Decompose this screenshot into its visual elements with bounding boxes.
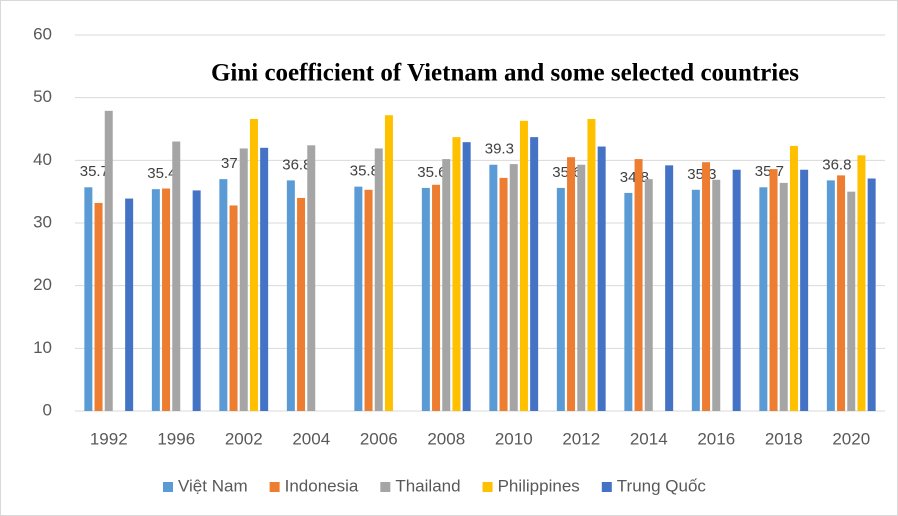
x-tick-label: 2012 — [562, 429, 600, 448]
bar — [644, 179, 653, 411]
y-tick-label: 60 — [33, 24, 52, 43]
legend-label: Thailand — [395, 476, 460, 495]
bar — [354, 186, 363, 411]
bar — [769, 169, 778, 411]
x-tick-label: 2014 — [630, 429, 668, 448]
bar — [192, 190, 201, 411]
legend-label: Việt Nam — [178, 476, 248, 495]
legend-swatch — [482, 482, 493, 492]
bar — [634, 159, 643, 411]
bar — [249, 118, 258, 412]
bar — [172, 141, 181, 412]
data-label: 37 — [221, 155, 238, 172]
x-tick-label: 1992 — [90, 429, 128, 448]
bar — [556, 187, 565, 411]
bar — [384, 115, 393, 412]
bar — [94, 202, 103, 411]
bar — [826, 180, 835, 411]
bar — [219, 179, 228, 411]
data-label: 35.7 — [755, 163, 784, 180]
y-tick-label: 40 — [33, 150, 52, 169]
x-tick-label: 2004 — [292, 429, 330, 448]
data-label: 34.8 — [620, 169, 649, 186]
bar — [597, 146, 606, 411]
data-label: 35.6 — [552, 164, 581, 181]
data-label: 39.3 — [485, 141, 514, 158]
bar — [452, 137, 461, 411]
bar — [867, 178, 876, 411]
bar — [691, 189, 700, 411]
bar — [837, 175, 846, 411]
bar — [665, 165, 674, 411]
bar — [509, 164, 518, 411]
bar — [162, 188, 171, 411]
data-label: 36.8 — [282, 156, 311, 173]
bar — [779, 182, 788, 411]
bar — [84, 187, 93, 411]
bar — [800, 169, 809, 411]
data-label: 35.4 — [147, 165, 176, 182]
legend-swatch — [269, 482, 280, 492]
bar — [307, 145, 316, 411]
data-label: 35.8 — [350, 163, 379, 180]
bar — [759, 187, 768, 411]
y-tick-label: 20 — [33, 275, 52, 294]
bar — [702, 162, 711, 411]
bar — [624, 192, 633, 411]
x-tick-label: 2008 — [427, 429, 465, 448]
bar — [229, 205, 238, 411]
bar — [567, 157, 576, 411]
legend-swatch — [601, 482, 612, 492]
bar — [732, 169, 741, 411]
bar — [499, 177, 508, 411]
x-tick-label: 2018 — [765, 429, 803, 448]
bar — [489, 164, 498, 411]
legend-label: Indonesia — [285, 476, 359, 495]
x-tick-label: 2006 — [360, 429, 398, 448]
x-tick-label: 2016 — [697, 429, 735, 448]
bar — [577, 164, 586, 411]
legend-label: Trung Quốc — [617, 476, 707, 495]
x-tick-label: 2010 — [495, 429, 533, 448]
x-tick-label: 2020 — [832, 429, 870, 448]
legend-swatch — [380, 482, 391, 492]
bar — [519, 120, 528, 411]
y-tick-label: 50 — [33, 87, 52, 106]
bar — [260, 147, 269, 412]
bar — [125, 198, 134, 411]
y-tick-label: 0 — [43, 400, 52, 419]
data-label: 36.8 — [822, 156, 851, 173]
legend-label: Philippines — [498, 476, 580, 495]
bar — [462, 142, 471, 411]
bar — [530, 137, 539, 411]
bar — [847, 191, 856, 411]
x-tick-label: 2002 — [225, 429, 263, 448]
bar — [442, 159, 451, 411]
data-label: 35.6 — [417, 164, 446, 181]
bar — [364, 189, 373, 411]
chart-title: Gini coefficient of Vietnam and some sel… — [211, 60, 799, 87]
bar — [432, 184, 441, 411]
bar — [587, 118, 596, 412]
bar — [374, 148, 383, 411]
data-label: 35.3 — [687, 166, 716, 183]
bar — [857, 155, 866, 411]
bar — [421, 187, 430, 411]
y-tick-label: 30 — [33, 212, 52, 231]
bar — [712, 179, 721, 411]
bar — [104, 110, 113, 412]
bar — [286, 180, 295, 411]
bar — [151, 189, 160, 411]
data-label: 35.7 — [80, 163, 109, 180]
bar — [297, 197, 306, 411]
legend-swatch — [163, 482, 173, 492]
bar — [789, 145, 798, 412]
y-tick-label: 10 — [33, 338, 52, 357]
bar — [239, 148, 248, 411]
x-tick-label: 1996 — [157, 429, 195, 448]
